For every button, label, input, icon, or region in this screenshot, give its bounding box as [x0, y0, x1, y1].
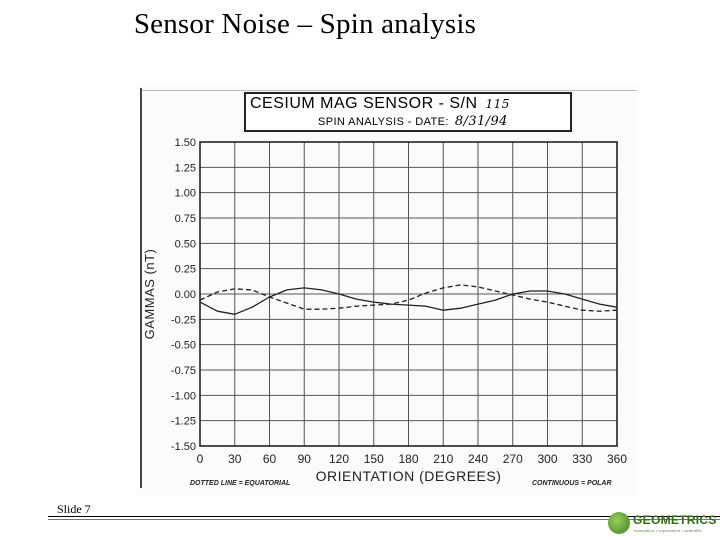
y-tick-label: 0.25	[175, 264, 196, 276]
x-tick-label: 0	[197, 452, 204, 466]
y-tick-label: 1.25	[175, 162, 196, 174]
spin-analysis-chart: 1.50 1.25 1.00 0.75 0.50 0.25 0.00 -0.25 -0.50 -0…	[142, 137, 627, 487]
x-tick-label: 120	[329, 452, 349, 466]
x-tick-label: 30	[228, 452, 242, 466]
footer-divider	[48, 516, 720, 517]
chart-date: 8/31/94	[454, 114, 508, 129]
y-tick-label: -1.25	[171, 416, 196, 428]
x-tick-label: 60	[263, 452, 277, 466]
chart-serial-number: 115	[485, 97, 510, 111]
y-axis-label: GAMMAS (nT)	[142, 249, 157, 340]
slide-number: Slide 7	[57, 502, 91, 516]
legend-note-polar: CONTINUOUS = POLAR	[532, 480, 612, 487]
x-tick-label: 180	[398, 452, 418, 466]
plot-frame	[199, 141, 618, 447]
logo-name: GEOMETRICS	[633, 513, 717, 527]
x-tick-label: 240	[468, 452, 488, 466]
x-tick-label: 300	[537, 452, 557, 466]
logo-tagline: innovation • exploration • scientific	[634, 528, 702, 533]
globe-icon	[608, 512, 630, 534]
x-tick-label: 150	[364, 452, 384, 466]
x-axis-label: ORIENTATION (DEGREES)	[316, 468, 502, 484]
y-tick-label: -0.50	[171, 340, 196, 352]
scan-edge	[142, 90, 637, 91]
chart-title: CESIUM MAG SENSOR - S/N 115	[250, 95, 510, 113]
x-tick-label: 90	[298, 452, 312, 466]
y-tick-label: -0.75	[171, 365, 196, 377]
scanned-chart-background	[137, 85, 637, 495]
y-tick-label: -1.00	[171, 390, 196, 402]
x-tick-label: 270	[503, 452, 523, 466]
chart-title-text: CESIUM MAG SENSOR - S/N	[250, 95, 478, 112]
y-tick-label: 1.00	[175, 188, 196, 200]
y-tick-label: 0.00	[175, 289, 196, 301]
geometrics-logo: GEOMETRICS innovation • exploration • sc…	[606, 510, 720, 538]
x-tick-label: 330	[572, 452, 592, 466]
equatorial-series-line	[199, 284, 618, 312]
y-tick-label: -1.50	[171, 441, 196, 453]
y-tick-label: 1.50	[175, 137, 196, 149]
y-tick-label: 0.50	[175, 238, 196, 250]
legend-note-equatorial: DOTTED LINE = EQUATORIAL	[190, 480, 290, 487]
footer-divider	[48, 519, 720, 520]
y-tick-label: -0.25	[171, 314, 196, 326]
chart-subtitle: SPIN ANALYSIS - DATE: 8/31/94	[318, 114, 508, 129]
chart-subtitle-text: SPIN ANALYSIS - DATE:	[318, 116, 449, 128]
x-tick-label: 210	[433, 452, 453, 466]
chart-header-box: CESIUM MAG SENSOR - S/N 115 SPIN ANALYSIS…	[244, 92, 572, 132]
y-tick-label: 0.75	[175, 213, 196, 225]
scan-edge	[140, 88, 142, 488]
slide-title: Sensor Noise – Spin analysis	[133, 8, 477, 40]
x-tick-label: 360	[607, 452, 627, 466]
